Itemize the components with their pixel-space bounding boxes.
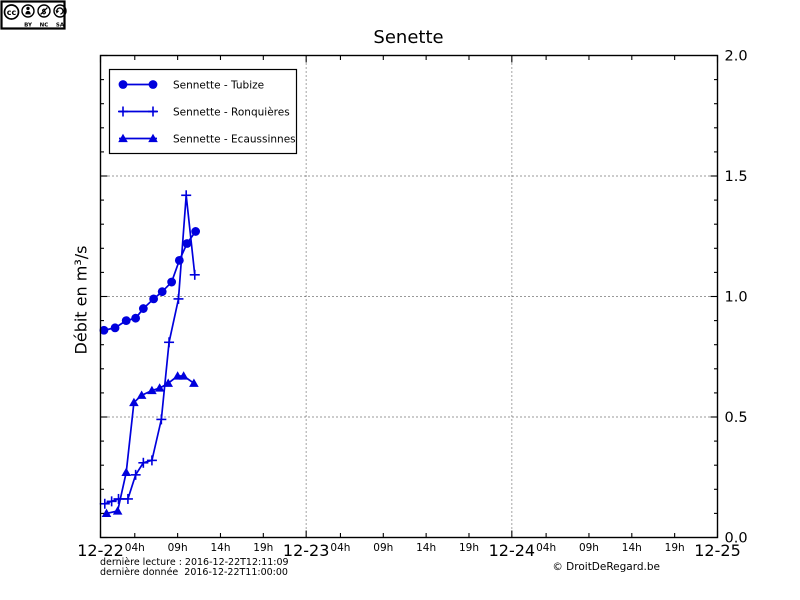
axis-tick-labels: 0.0 0.5 1.0 1.5 2.0 12-22 12-23 12-24 12-25 04h 09… — [77, 49, 747, 561]
legend: Sennette - Tubize Sennette - Ronquières Se… — [108, 68, 298, 155]
y-axis-label: Débit en m³/s — [71, 245, 91, 355]
copyright-text: © DroitDeRegard.be — [552, 561, 660, 573]
nc-label: NC — [40, 23, 49, 29]
gridlines — [100, 55, 718, 538]
x-hour-label: 09h — [168, 542, 188, 554]
x-hour-label: 09h — [579, 542, 599, 554]
legend-label: Sennette - Ecaussinnes — [173, 133, 296, 145]
last-reading-text: dernière lecture : 2016-12-22T12:11:09 — [100, 557, 289, 568]
x-hour-label: 04h — [125, 542, 145, 554]
axis-ticks — [99, 54, 719, 539]
cc-icon: cc — [3, 4, 20, 20]
y-tick-label: 2.0 — [725, 49, 748, 65]
by-label: BY — [24, 23, 33, 29]
x-day-label: 12-24 — [489, 541, 536, 560]
by-icon — [21, 4, 35, 18]
x-hour-label: 19h — [253, 542, 273, 554]
sa-label: SA — [56, 23, 65, 29]
x-hour-label: 04h — [330, 542, 350, 554]
series-sennette-ronqui-res — [99, 190, 200, 509]
sa-icon — [53, 4, 67, 18]
x-hour-label: 19h — [665, 542, 685, 554]
x-day-label: 12-23 — [283, 541, 330, 560]
y-tick-label: 0.5 — [725, 410, 748, 426]
legend-label: Sennette - Tubize — [173, 79, 264, 91]
series-sennette-tubize — [99, 227, 201, 335]
svg-text:cc: cc — [7, 8, 17, 17]
nc-icon: $ — [37, 4, 51, 18]
x-hour-label: 14h — [210, 542, 230, 554]
y-tick-label: 1.0 — [725, 290, 748, 306]
x-hour-label: 09h — [373, 542, 393, 554]
legend-item-sennette-ecaussinnes: Sennette - Ecaussinnes — [118, 133, 296, 145]
legend-item-sennette-ronqui-res: Sennette - Ronquières — [118, 106, 290, 118]
last-data-text: dernière donnée 2016-12-22T11:00:00 — [100, 567, 288, 578]
y-tick-label: 1.5 — [725, 169, 748, 185]
cc-license-badge: cc $ BY NC SA — [0, 0, 67, 30]
legend-label: Sennette - Ronquières — [173, 106, 290, 118]
chart-title: Senette — [373, 27, 444, 48]
x-hour-label: 14h — [416, 542, 436, 554]
x-hour-label: 04h — [536, 542, 556, 554]
x-day-label: 12-22 — [77, 541, 124, 560]
y-tick-label: 0.0 — [725, 531, 748, 547]
x-day-label: 12-25 — [694, 541, 741, 560]
x-hour-label: 19h — [459, 542, 479, 554]
legend-item-sennette-tubize: Sennette - Tubize — [118, 79, 264, 91]
x-hour-label: 14h — [622, 542, 642, 554]
series-sennette-ecaussinnes — [101, 371, 199, 517]
